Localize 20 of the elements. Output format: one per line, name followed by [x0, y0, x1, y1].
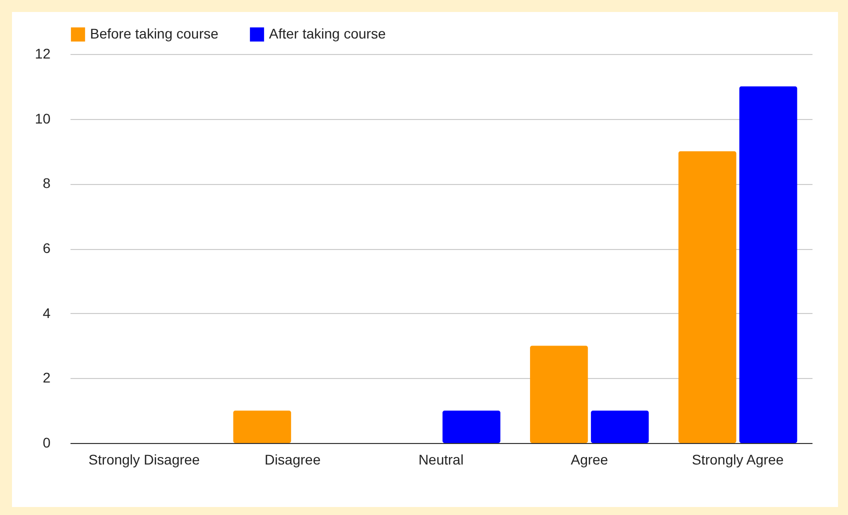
y-tick-label: 2: [42, 370, 51, 386]
y-tick-label: 8: [42, 175, 51, 192]
legend-label: After taking course: [269, 25, 386, 42]
y-tick-label: 4: [42, 304, 51, 321]
x-tick-label: Strongly Agree: [692, 452, 784, 468]
bar: [530, 346, 588, 443]
x-tick-label: Neutral: [418, 452, 464, 468]
x-tick-label: Agree: [570, 452, 608, 468]
y-tick-label: 12: [34, 46, 51, 62]
bar: [233, 410, 292, 443]
y-tick-label: 0: [42, 434, 51, 450]
bar: [739, 86, 798, 443]
bar: [590, 410, 649, 443]
y-tick-label: 6: [42, 240, 51, 256]
x-tick-label: Strongly Disagree: [88, 452, 200, 468]
legend-label: Before taking course: [90, 25, 219, 42]
y-tick-label: 10: [34, 110, 51, 126]
bar: [442, 410, 500, 443]
bar: [678, 151, 736, 443]
x-tick-label: Disagree: [264, 452, 321, 468]
